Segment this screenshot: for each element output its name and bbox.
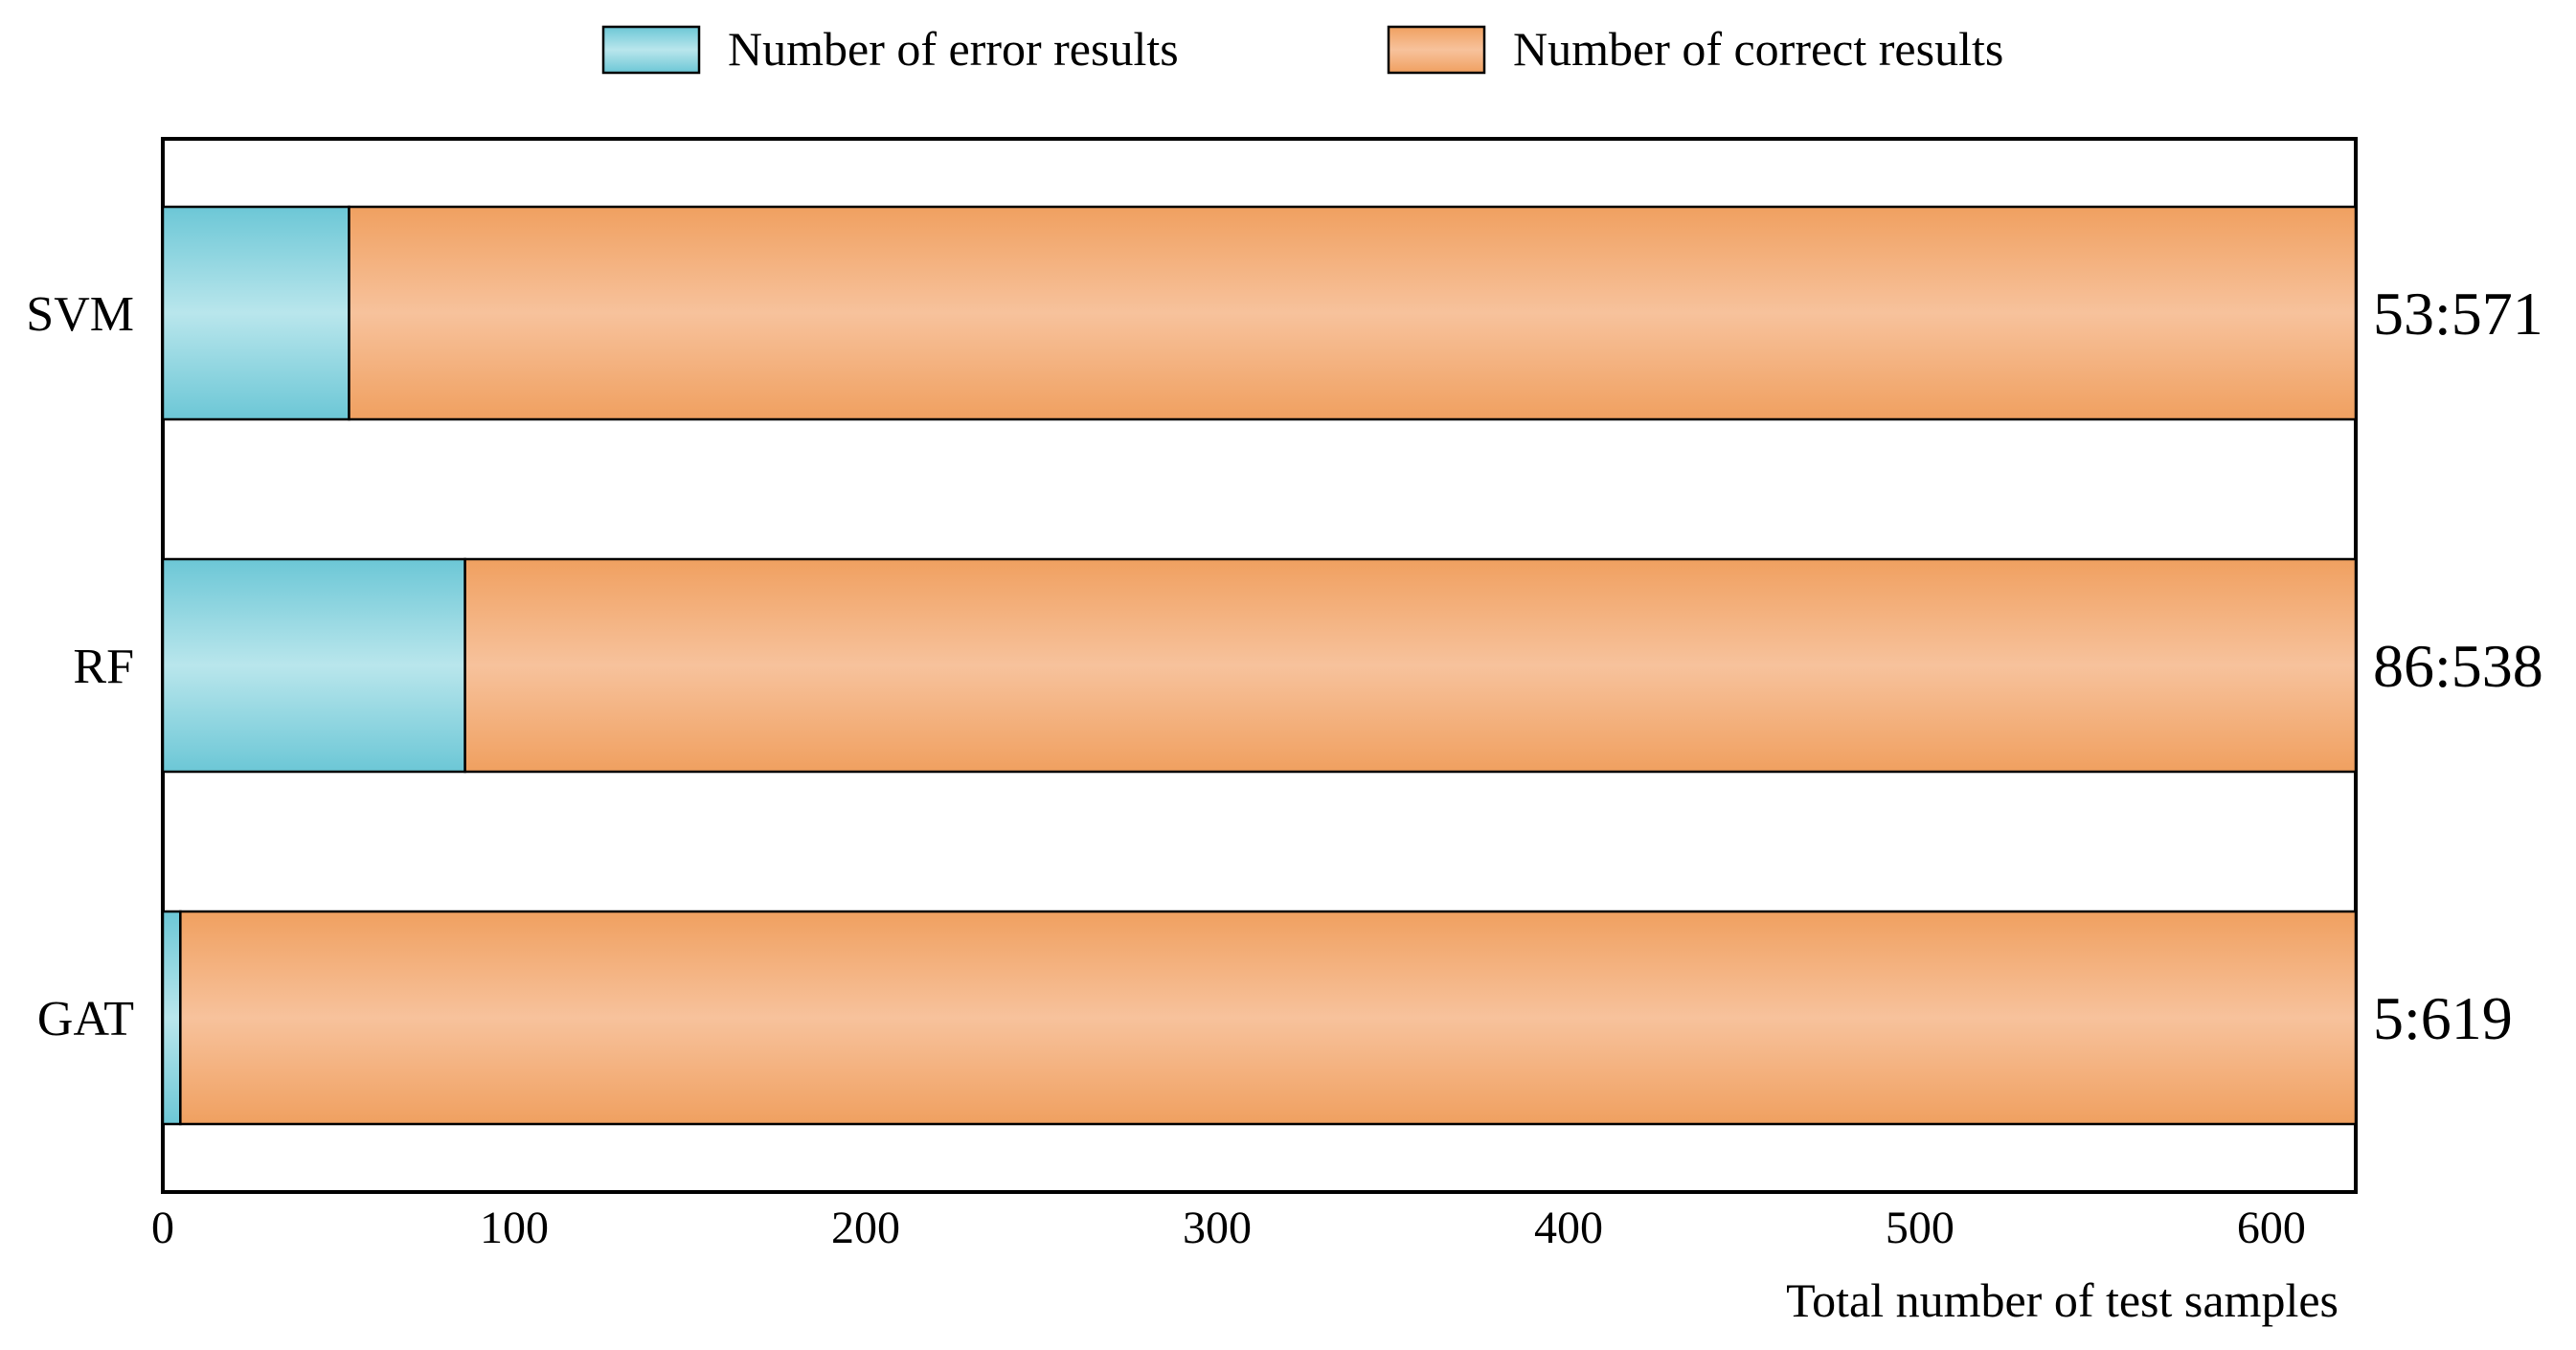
y-label-gat: GAT xyxy=(37,992,134,1046)
legend-swatch-error xyxy=(601,25,701,75)
y-axis-labels: SVM RF GAT xyxy=(26,287,134,1046)
x-tick-label-0: 0 xyxy=(151,1203,174,1253)
x-tick-label-400: 400 xyxy=(1534,1203,1603,1253)
bar-svm-error xyxy=(161,205,350,421)
legend-label-correct: Number of correct results xyxy=(1513,22,2003,76)
bar-gat-error xyxy=(161,910,182,1126)
bar-ratio-label-svm: 53:571 xyxy=(2373,280,2543,348)
bar-rf-correct xyxy=(463,557,2358,774)
x-tick-label-600: 600 xyxy=(2237,1203,2306,1253)
bar-ratio-label-rf: 86:538 xyxy=(2373,632,2543,700)
x-tick-label-100: 100 xyxy=(480,1203,549,1253)
x-tick-label-500: 500 xyxy=(1886,1203,1955,1253)
bar-ratio-label-gat: 5:619 xyxy=(2373,984,2513,1052)
legend-label-error: Number of error results xyxy=(728,22,1179,76)
y-label-rf: RF xyxy=(73,640,134,694)
x-tick-label-300: 300 xyxy=(1183,1203,1252,1253)
x-tick-label-200: 200 xyxy=(831,1203,900,1253)
bar-svm-correct xyxy=(348,205,2358,421)
x-axis-title: Total number of test samples xyxy=(1786,1273,2339,1327)
legend: Number of error results Number of correct… xyxy=(601,22,2003,76)
y-label-svm: SVM xyxy=(26,287,134,342)
x-axis-ticks: 0 100 200 300 400 500 600 xyxy=(151,1203,2306,1253)
bar-gat-correct xyxy=(179,910,2358,1126)
bars xyxy=(161,205,2358,1126)
bar-ratio-labels: 53:571 86:538 5:619 xyxy=(2373,280,2543,1052)
legend-swatch-correct xyxy=(1387,25,1486,75)
bar-rf-error xyxy=(161,557,466,774)
